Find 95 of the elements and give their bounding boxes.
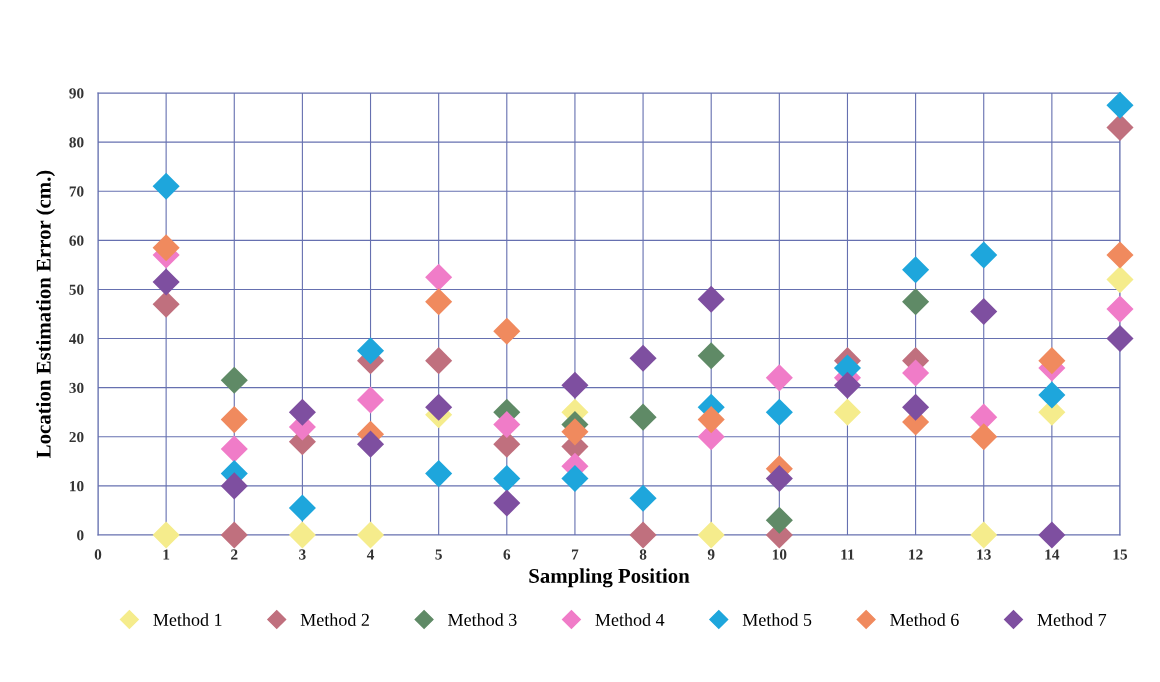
legend-label: Method 2 <box>300 613 369 626</box>
point <box>425 393 453 421</box>
point <box>357 430 385 458</box>
point <box>561 371 589 399</box>
point <box>1038 347 1066 375</box>
point <box>629 484 657 512</box>
point <box>220 435 248 463</box>
legend-label: Method 5 <box>742 613 812 626</box>
point <box>152 290 180 318</box>
point <box>629 403 657 431</box>
point <box>357 521 385 549</box>
point <box>902 393 930 421</box>
point <box>697 342 725 370</box>
point <box>288 398 316 426</box>
y-tick-label: 40 <box>69 333 84 345</box>
x-tick-label: 12 <box>909 549 923 560</box>
point <box>152 234 180 262</box>
x-tick-label: 3 <box>299 549 306 560</box>
point <box>220 366 248 394</box>
x-tick-label: 2 <box>231 549 238 560</box>
point <box>970 423 998 451</box>
point <box>629 344 657 372</box>
y-tick-label: 10 <box>70 481 84 492</box>
point <box>220 472 248 500</box>
legend-label: Method 6 <box>890 613 959 626</box>
point <box>970 241 998 269</box>
point <box>902 359 930 387</box>
point <box>152 521 180 549</box>
point <box>629 521 657 549</box>
x-tick-label: 8 <box>639 549 647 560</box>
x-tick-label: 6 <box>503 549 511 560</box>
x-tick-label: 0 <box>94 549 102 560</box>
point <box>425 263 453 291</box>
point <box>1038 381 1066 409</box>
point <box>970 298 998 326</box>
point <box>288 521 316 549</box>
x-tick-label: 5 <box>435 549 442 560</box>
point <box>1106 91 1134 119</box>
point <box>833 398 861 426</box>
point <box>765 506 793 534</box>
point <box>493 489 521 517</box>
legend-label: Method 3 <box>448 613 517 626</box>
point <box>288 494 316 522</box>
point <box>1106 113 1134 141</box>
point <box>425 288 453 316</box>
point <box>220 521 248 549</box>
y-tick-label: 20 <box>69 431 84 443</box>
x-tick-label: 14 <box>1045 549 1060 560</box>
point <box>493 464 521 493</box>
x-tick-label: 11 <box>841 549 854 560</box>
y-tick-label: 0 <box>77 530 84 541</box>
point <box>765 464 793 493</box>
point <box>425 347 453 375</box>
point <box>765 398 793 426</box>
x-axis-title: Sampling Position <box>529 568 690 588</box>
point <box>425 460 453 488</box>
point <box>1106 295 1134 323</box>
point <box>152 172 180 200</box>
point <box>1106 325 1134 353</box>
point <box>220 406 248 434</box>
point <box>1106 241 1134 269</box>
x-tick-label: 9 <box>707 549 715 560</box>
point <box>697 521 725 549</box>
point <box>902 256 930 284</box>
point <box>697 406 725 434</box>
y-tick-label: 80 <box>69 137 84 148</box>
x-tick-label: 4 <box>366 549 375 560</box>
point <box>152 268 180 296</box>
point <box>765 364 793 392</box>
point <box>833 371 861 399</box>
y-tick-label: 90 <box>69 88 84 99</box>
point <box>1106 266 1134 294</box>
point <box>493 317 521 345</box>
point <box>1038 521 1066 549</box>
point <box>902 288 930 316</box>
y-axis-title: Location Estimation Error (cm.) <box>36 170 55 458</box>
legend-label: Method 7 <box>1037 613 1107 626</box>
legend-label: Method 4 <box>595 613 665 626</box>
legend-label: Method 1 <box>153 613 222 626</box>
x-tick-label: 10 <box>772 549 787 560</box>
y-tick-label: 60 <box>69 235 84 246</box>
y-tick-label: 30 <box>69 382 84 394</box>
y-tick-label: 70 <box>69 186 84 197</box>
point <box>493 410 521 439</box>
x-tick-label: 15 <box>1113 549 1128 560</box>
point <box>357 386 385 414</box>
y-tick-label: 50 <box>69 284 84 295</box>
point <box>561 418 589 446</box>
point <box>970 521 998 549</box>
point <box>561 464 589 493</box>
x-tick-label: 13 <box>977 549 991 560</box>
x-tick-label: 7 <box>571 549 579 560</box>
point <box>357 337 385 365</box>
point <box>697 285 725 313</box>
x-tick-label: 1 <box>163 549 170 560</box>
